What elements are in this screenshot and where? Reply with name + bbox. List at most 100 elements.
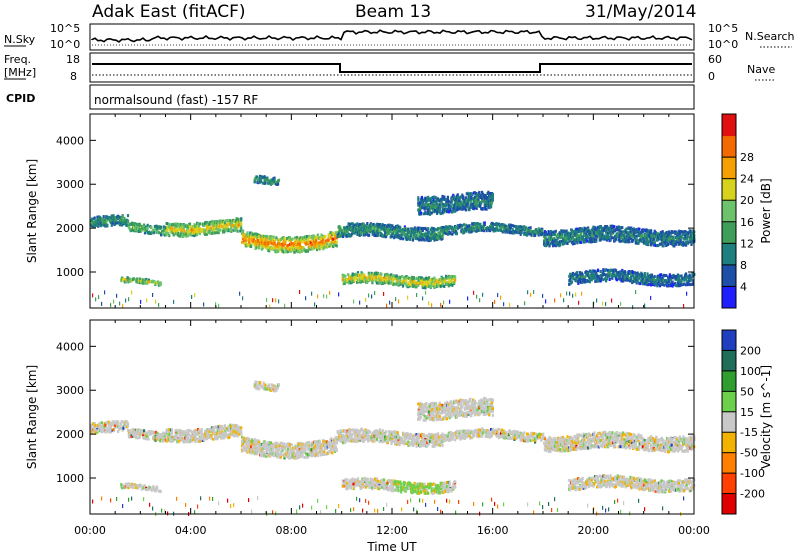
scatter-cell	[509, 303, 510, 307]
scatter-cell	[326, 295, 327, 299]
scatter-cell	[368, 234, 370, 237]
scatter-cell	[428, 301, 429, 305]
nsky-tick-top: 10^5	[50, 22, 80, 35]
scatter-cell	[131, 291, 132, 295]
scatter-cell	[409, 238, 411, 241]
scatter-cell	[296, 236, 298, 239]
freq-label-line1: Freq.	[4, 53, 31, 66]
scatter-cell	[624, 272, 626, 275]
nsearch-tick-top: 10^5	[708, 22, 738, 35]
scatter-cell	[482, 293, 483, 297]
scatter-cell	[383, 292, 384, 296]
scatter-cell	[497, 293, 498, 297]
scatter-cell	[572, 294, 573, 298]
station-title: Adak East (fitACF)	[92, 2, 246, 22]
scatter-cell	[667, 243, 669, 246]
scatter-cell	[125, 299, 126, 303]
scatter-cell	[421, 196, 423, 199]
scatter-cell	[273, 236, 275, 239]
scatter-cell	[635, 290, 636, 294]
scatter-cell	[417, 196, 419, 199]
nsky-label: N.Sky	[4, 33, 36, 46]
scatter-cell	[278, 299, 279, 303]
y-tick-label: 3000	[56, 178, 84, 191]
scatter-cell	[449, 300, 450, 304]
scatter-cell	[191, 295, 192, 299]
scatter-cell	[602, 302, 603, 306]
scatter-cell	[580, 232, 582, 235]
scatter-cell	[305, 296, 306, 300]
scatter-cell	[292, 238, 294, 241]
scatter-cell	[628, 240, 630, 243]
scatter-cell	[377, 234, 379, 237]
scatter-cell	[155, 300, 156, 304]
scatter-cell	[148, 438, 150, 441]
scatter-cell	[117, 422, 119, 425]
scatter-cell	[559, 243, 561, 246]
scatter-cell	[447, 196, 449, 199]
scatter-cell	[683, 304, 684, 308]
scatter-cell	[569, 292, 570, 296]
freq-tick-top: 18	[66, 53, 80, 66]
scatter-cell	[407, 228, 409, 231]
scatter-cell	[597, 269, 599, 272]
scatter-cell	[662, 230, 664, 233]
scatter-cell	[611, 299, 612, 303]
scatter-cell	[420, 212, 422, 215]
scatter-cell	[456, 232, 458, 235]
scatter-cell	[127, 214, 129, 217]
scatter-cell	[160, 281, 162, 284]
nsky-trace	[92, 30, 692, 42]
scatter-cell	[199, 222, 201, 225]
scatter-cell	[168, 234, 170, 237]
scatter-cell	[92, 293, 93, 297]
scatter-cell	[581, 292, 582, 296]
scatter-cell	[127, 424, 129, 427]
scatter-cell	[366, 222, 368, 225]
scatter-cell	[555, 230, 557, 233]
nave-label: Nave	[747, 63, 775, 76]
scatter-cell	[402, 285, 404, 288]
scatter-cell	[240, 223, 242, 226]
scatter-cell	[365, 298, 366, 302]
freq-trace	[92, 64, 692, 72]
velocity-scatter	[90, 381, 695, 517]
scatter-cell	[650, 296, 651, 300]
freq-tick-bottom: 8	[70, 70, 77, 83]
scatter-cell	[104, 290, 105, 294]
scatter-cell	[353, 300, 354, 304]
power-ylabel: Slant Range [km]	[25, 159, 39, 263]
scatter-cell	[266, 298, 267, 302]
scatter-cell	[467, 205, 469, 208]
scatter-cell	[416, 293, 417, 297]
scatter-cell	[101, 302, 102, 306]
scatter-cell	[380, 273, 382, 276]
scatter-cell	[491, 201, 493, 204]
scatter-cell	[462, 195, 464, 198]
scatter-cell	[467, 202, 469, 205]
scatter-cell	[530, 226, 532, 229]
scatter-cell	[336, 244, 338, 247]
scatter-cell	[492, 193, 494, 196]
scatter-cell	[153, 231, 155, 234]
scatter-cell	[228, 228, 230, 231]
scatter-cell	[621, 226, 623, 229]
scatter-cell	[605, 302, 606, 306]
scatter-cell	[494, 300, 495, 304]
scatter-cell	[596, 299, 597, 303]
beam-title: Beam 13	[355, 2, 431, 22]
scatter-cell	[311, 292, 312, 296]
scatter-cell	[422, 296, 423, 300]
nsearch-tick-bottom: 10^0	[708, 38, 738, 51]
scatter-cell	[465, 208, 467, 211]
scatter-cell	[110, 303, 111, 307]
scatter-cell	[160, 226, 162, 229]
scatter-cell	[479, 298, 480, 302]
scatter-cell	[317, 294, 318, 298]
scatter-cell	[258, 247, 260, 250]
scatter-cell	[492, 199, 494, 202]
scatter-cell	[119, 302, 120, 306]
